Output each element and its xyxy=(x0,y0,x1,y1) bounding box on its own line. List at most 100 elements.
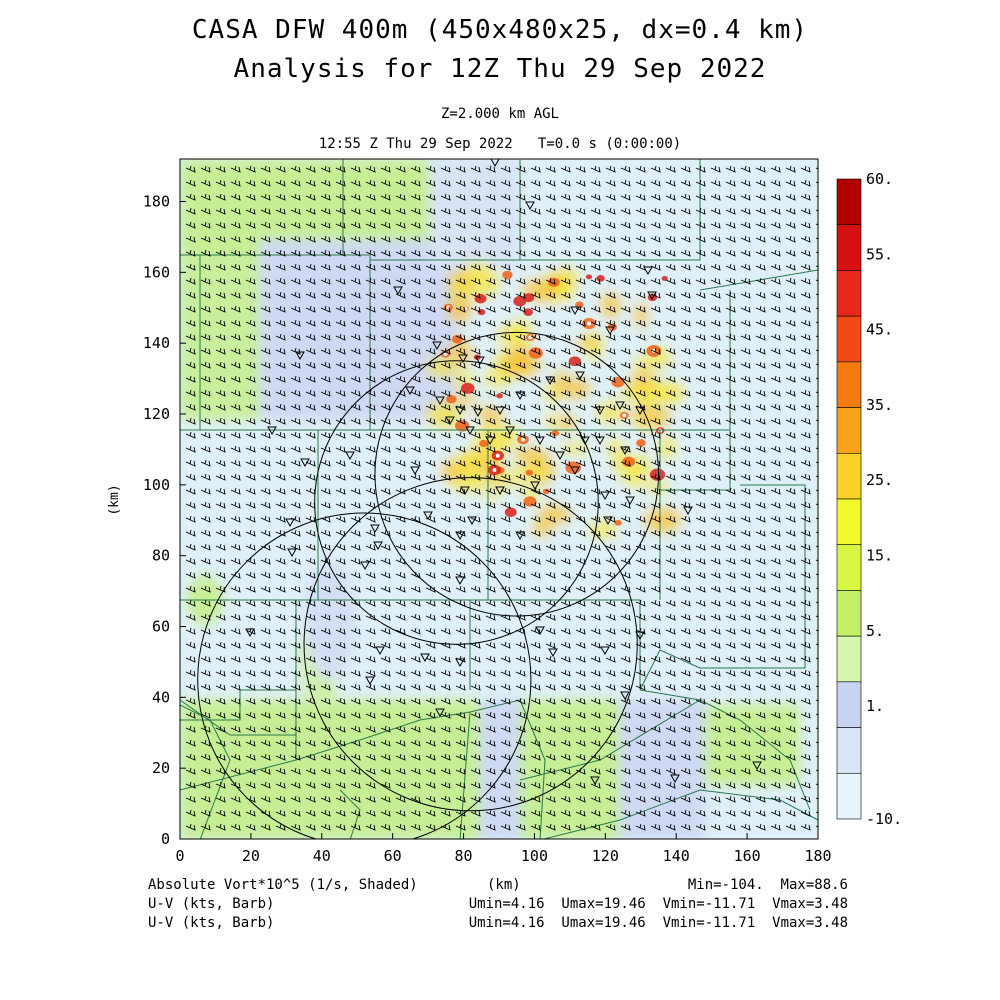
wind-barbs xyxy=(185,165,818,831)
y-tick-label: 160 xyxy=(143,263,170,281)
station-markers xyxy=(245,159,762,786)
station-marker xyxy=(683,506,693,516)
colorbar-swatch xyxy=(836,407,862,454)
x-tick-label: 20 xyxy=(242,847,260,865)
radar-ring xyxy=(303,477,638,812)
y-tick-label: 120 xyxy=(143,405,170,423)
station-marker xyxy=(580,436,590,446)
station-marker xyxy=(555,451,565,461)
station-marker xyxy=(405,386,415,396)
station-marker xyxy=(345,451,355,461)
x-tick-label: 100 xyxy=(521,847,548,865)
colorbar: 60. 55. 45. 35. 25. 15. 5. 1. -10. xyxy=(836,170,902,828)
y-tick-label: 20 xyxy=(152,759,170,777)
station-marker xyxy=(423,511,433,521)
station-marker xyxy=(752,761,762,771)
station-marker xyxy=(295,351,305,361)
station-marker xyxy=(515,391,525,401)
station-marker xyxy=(445,416,455,426)
title-line-2: Analysis for 12Z Thu 29 Sep 2022 xyxy=(233,54,767,84)
station-marker xyxy=(460,486,470,496)
colorbar-label: 55. xyxy=(866,245,893,263)
x-tick-label: 160 xyxy=(734,847,761,865)
colorbar-label: -10. xyxy=(866,810,902,828)
station-marker xyxy=(570,466,580,476)
footer-field2-stats: Umin=4.16 Umax=19.46 Vmin=-11.71 Vmax=3.… xyxy=(468,896,848,912)
colorbar-swatch xyxy=(836,772,862,820)
station-marker xyxy=(245,628,255,638)
station-marker xyxy=(530,481,540,491)
station-marker xyxy=(590,776,600,786)
footer-field2-name: U-V (kts, Barb) xyxy=(148,896,275,912)
colorbar-swatch xyxy=(836,635,862,683)
station-marker xyxy=(635,406,645,416)
station-marker xyxy=(465,426,475,436)
y-tick-label: 140 xyxy=(143,334,170,352)
y-tick-label: 0 xyxy=(161,830,170,848)
x-tick-label: 140 xyxy=(663,847,690,865)
x-tick-label: 60 xyxy=(384,847,402,865)
colorbar-label: 25. xyxy=(866,471,893,489)
colorbar-swatch xyxy=(836,315,862,363)
station-marker xyxy=(647,291,657,301)
plot-frame xyxy=(179,158,819,840)
y-tick-label: 40 xyxy=(152,688,170,706)
colorbar-swatch xyxy=(836,498,862,546)
station-marker xyxy=(458,354,468,364)
station-marker xyxy=(375,646,385,656)
station-marker xyxy=(300,458,310,468)
title-line-1: CASA DFW 400m (450x480x25, dx=0.4 km) xyxy=(191,15,809,45)
y-tick-label: 100 xyxy=(143,476,170,494)
colorbar-swatch xyxy=(836,224,862,271)
colorbar-label: 15. xyxy=(866,546,893,564)
station-marker xyxy=(670,774,680,784)
colorbar-swatch xyxy=(836,270,862,317)
colorbar-swatch xyxy=(836,590,862,637)
colorbar-swatch xyxy=(836,681,862,728)
radar-ring xyxy=(314,360,599,645)
station-marker xyxy=(620,446,630,456)
station-marker xyxy=(455,531,465,541)
station-marker xyxy=(285,518,295,528)
station-marker xyxy=(505,426,515,436)
colorbar-swatch xyxy=(836,178,862,226)
x-axis: 0 20 40 60 80 100 120 140 160 180 xyxy=(175,833,832,865)
station-marker xyxy=(525,201,535,211)
colorbar-label: 45. xyxy=(866,321,893,339)
y-tick-label: 80 xyxy=(152,547,170,565)
footer-x-axis-label: (km) xyxy=(487,877,521,893)
plot-area xyxy=(179,158,819,840)
y-axis-label: (km) xyxy=(107,484,122,515)
x-tick-label: 40 xyxy=(313,847,331,865)
station-marker xyxy=(410,466,420,476)
station-marker xyxy=(455,406,465,416)
station-marker xyxy=(635,631,645,641)
station-marker xyxy=(600,646,610,656)
station-marker xyxy=(643,266,653,276)
station-marker xyxy=(535,436,545,446)
station-marker xyxy=(515,531,525,541)
station-marker xyxy=(548,648,558,658)
radar-range-rings xyxy=(197,331,659,839)
y-tick-label: 180 xyxy=(143,193,170,211)
station-marker xyxy=(455,576,465,586)
y-tick-label: 60 xyxy=(152,618,170,636)
station-marker xyxy=(393,286,403,296)
station-marker xyxy=(535,626,545,636)
colorbar-label: 60. xyxy=(866,170,893,188)
station-marker xyxy=(485,436,495,446)
county-boundaries xyxy=(180,159,818,839)
radar-ring xyxy=(197,512,532,839)
colorbar-swatch xyxy=(836,361,862,408)
x-tick-label: 180 xyxy=(804,847,831,865)
valid-time-label: 12:55 Z Thu 29 Sep 2022 T=0.0 s (0:00:00… xyxy=(318,136,682,152)
level-label: Z=2.000 km AGL xyxy=(440,106,559,122)
colorbar-swatch xyxy=(836,452,862,500)
station-marker xyxy=(467,516,477,526)
colorbar-swatch xyxy=(836,544,862,591)
station-marker xyxy=(360,561,370,571)
x-tick-label: 120 xyxy=(592,847,619,865)
station-marker xyxy=(420,653,430,663)
station-marker xyxy=(475,356,485,366)
